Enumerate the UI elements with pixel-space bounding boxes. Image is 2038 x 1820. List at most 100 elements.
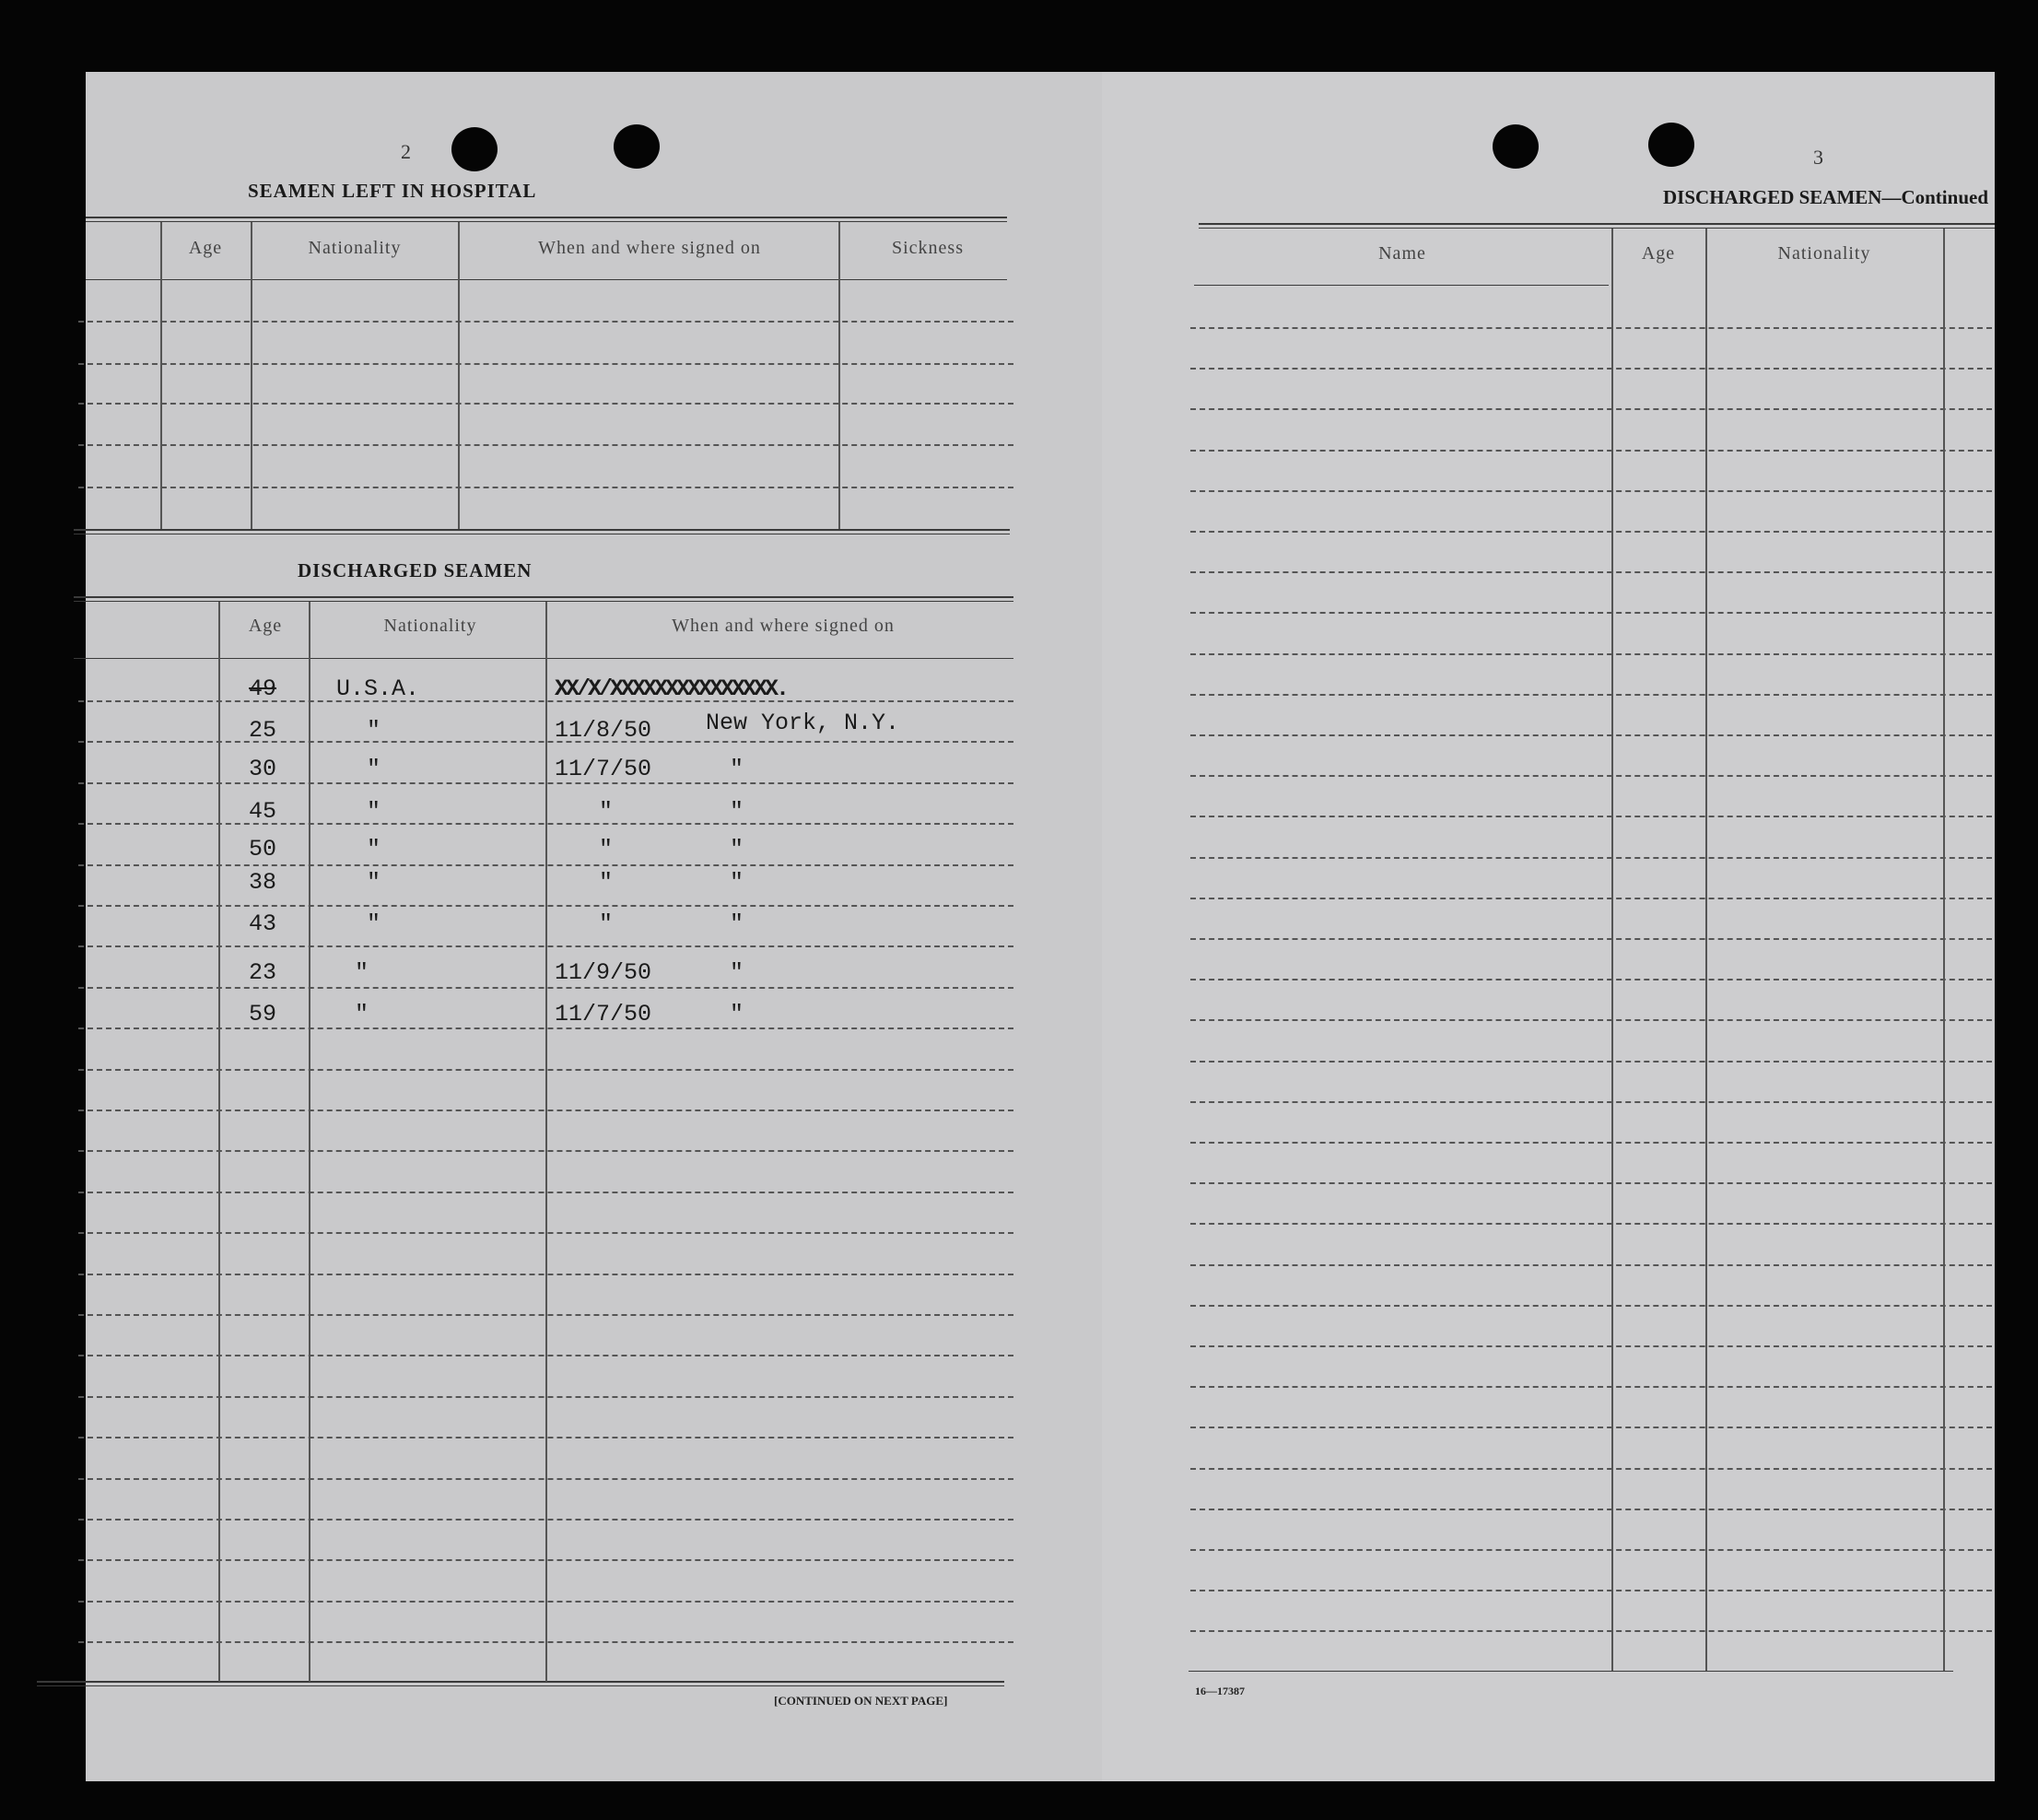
row-rule	[1190, 694, 1992, 696]
column-rule	[545, 602, 547, 1682]
row-rule	[78, 1232, 1013, 1234]
row-rule	[1190, 1019, 1992, 1021]
row-rule	[78, 1396, 1013, 1398]
row-rule	[1190, 1590, 1992, 1591]
row-rule	[1190, 1142, 1992, 1144]
column-header-sickness: Sickness	[892, 238, 964, 258]
row-rule	[1190, 898, 1992, 899]
row-rule	[78, 1437, 1013, 1438]
row-rule	[1190, 816, 1992, 817]
entry-age: 23	[249, 959, 277, 986]
page-number: 3	[1813, 146, 1823, 169]
entry-age: 38	[249, 869, 277, 896]
row-rule	[1190, 490, 1992, 492]
divider	[86, 217, 1007, 218]
punch-hole	[1493, 124, 1539, 169]
divider	[1189, 1671, 1953, 1672]
entry-age: 50	[249, 836, 277, 863]
entry-date: "	[599, 869, 614, 896]
column-header-age: Age	[1641, 243, 1676, 264]
row-rule	[78, 444, 1013, 446]
row-rule	[1190, 1264, 1992, 1266]
page-number: 2	[401, 140, 411, 163]
row-rule	[78, 321, 1013, 323]
divider	[74, 658, 1013, 659]
column-rule	[458, 222, 460, 529]
section-title-hospital: SEAMEN LEFT IN HOSPITAL	[248, 180, 537, 202]
row-rule	[78, 363, 1013, 365]
entry-place: "	[730, 836, 744, 863]
divider	[1194, 285, 1609, 286]
row-rule	[1190, 531, 1992, 533]
row-rule	[78, 1519, 1013, 1521]
row-rule	[78, 1150, 1013, 1152]
entry-nationality: "	[367, 910, 381, 937]
entry-place: "	[730, 869, 744, 896]
entry-place: New York, N.Y.	[706, 710, 900, 736]
column-header-signed-on: When and where signed on	[538, 238, 761, 258]
row-rule	[1190, 1101, 1992, 1103]
entry-age: 45	[249, 798, 277, 825]
row-rule	[1190, 938, 1992, 940]
right-page	[1102, 72, 1995, 1781]
entry-place: "	[730, 756, 744, 782]
entry-date: "	[599, 836, 614, 863]
divider	[1199, 228, 1995, 229]
divider	[86, 279, 1007, 280]
divider	[86, 221, 1007, 222]
row-rule	[1190, 1223, 1992, 1225]
column-header-name: Name	[1378, 243, 1426, 264]
column-header-nationality: Nationality	[383, 616, 477, 636]
row-rule	[78, 1192, 1013, 1193]
column-header-age: Age	[248, 616, 283, 636]
row-rule	[1190, 653, 1992, 655]
form-number: 16—17387	[1195, 1685, 1245, 1697]
row-rule	[1190, 408, 1992, 410]
row-rule	[78, 1274, 1013, 1275]
continued-note: [CONTINUED ON NEXT PAGE]	[774, 1694, 948, 1708]
entry-nationality: "	[355, 959, 369, 986]
entry-date: 11/7/50	[555, 756, 652, 782]
row-rule	[1190, 1549, 1992, 1551]
row-rule	[1190, 734, 1992, 736]
entry-nationality: "	[367, 836, 381, 863]
entry-nationality: "	[367, 869, 381, 896]
column-header-nationality: Nationality	[308, 238, 402, 258]
entry-nationality: "	[367, 756, 381, 782]
divider	[74, 529, 1010, 531]
entry-age: 59	[249, 1001, 277, 1027]
row-rule	[1190, 612, 1992, 614]
entry-age: 30	[249, 756, 277, 782]
row-rule	[78, 1314, 1013, 1316]
divider	[74, 601, 1013, 602]
row-rule	[1190, 1345, 1992, 1347]
row-rule	[78, 403, 1013, 405]
left-page	[86, 72, 1102, 1781]
divider	[37, 1685, 1004, 1686]
row-rule	[1190, 1427, 1992, 1428]
entry-date: 11/9/50	[555, 959, 652, 986]
entry-place: "	[730, 910, 744, 937]
entry-age: 25	[249, 717, 277, 744]
row-rule	[1190, 979, 1992, 980]
row-rule	[78, 864, 1013, 866]
row-rule	[78, 823, 1013, 825]
row-rule	[1190, 1182, 1992, 1184]
row-rule	[78, 741, 1013, 743]
row-rule	[78, 945, 1013, 947]
row-rule	[1190, 1509, 1992, 1510]
section-title-discharged: DISCHARGED SEAMEN	[298, 559, 533, 581]
column-header-age: Age	[188, 238, 223, 258]
row-rule	[1190, 450, 1992, 452]
entry-nationality: "	[367, 798, 381, 825]
column-rule	[251, 222, 252, 529]
divider	[1199, 223, 1995, 225]
column-rule	[1705, 229, 1707, 1671]
row-rule	[78, 700, 1013, 702]
column-header-signed-on: When and where signed on	[672, 616, 895, 636]
row-rule	[78, 1641, 1013, 1643]
row-rule	[1190, 1305, 1992, 1307]
punch-hole	[1648, 123, 1694, 167]
section-title-discharged-continued: DISCHARGED SEAMEN—Continued	[1663, 186, 1988, 208]
entry-date: "	[599, 910, 614, 937]
